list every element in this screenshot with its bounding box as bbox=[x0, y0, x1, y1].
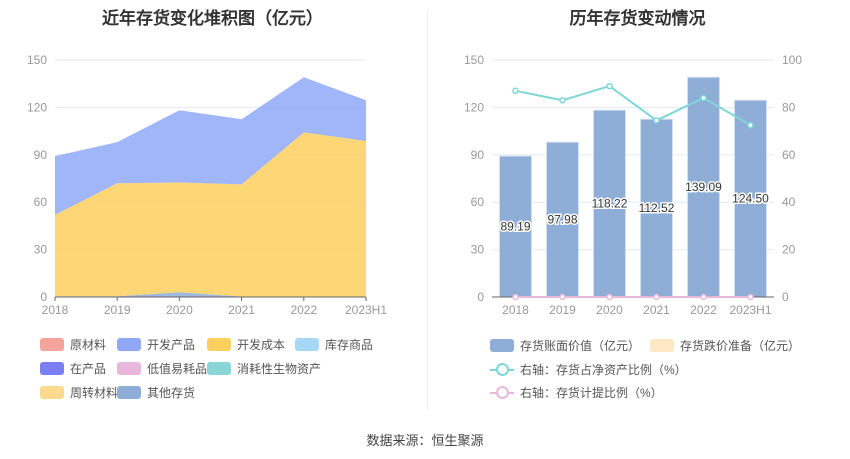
legend-item[interactable]: 库存商品 bbox=[295, 336, 373, 353]
legend-label: 低值易耗品 bbox=[147, 362, 208, 376]
legend-label: 存货跌价准备（亿元） bbox=[680, 339, 801, 353]
x-tick-label: 2021 bbox=[228, 303, 255, 317]
divider bbox=[427, 10, 428, 410]
legend-label: 消耗性生物资产 bbox=[237, 362, 322, 376]
y2-tick-label: 100 bbox=[782, 53, 802, 67]
x-tick-label: 2022 bbox=[690, 303, 717, 317]
y-tick-label: 90 bbox=[34, 148, 48, 162]
y-tick-label: 120 bbox=[27, 100, 47, 114]
line-point bbox=[653, 293, 660, 301]
right-chart-title: 历年存货变动情况 bbox=[569, 9, 706, 28]
y-tick-label: 30 bbox=[471, 243, 485, 257]
y-tick-label: 30 bbox=[34, 243, 48, 257]
y-tick-label: 90 bbox=[471, 148, 485, 162]
legend-swatch-icon bbox=[117, 338, 141, 351]
legend-item[interactable]: 存货账面价值（亿元） bbox=[490, 337, 640, 354]
y2-tick-label: 80 bbox=[782, 100, 796, 114]
bar-data-label: 112.52 bbox=[639, 201, 675, 215]
legend-item[interactable]: 开发成本 bbox=[207, 336, 285, 353]
legend-item[interactable]: 消耗性生物资产 bbox=[207, 360, 321, 377]
x-tick-label: 2023H1 bbox=[345, 303, 387, 317]
y2-tick-label: 20 bbox=[782, 243, 796, 257]
y-tick-label: 0 bbox=[477, 290, 484, 304]
area-其他存货 bbox=[55, 292, 366, 297]
legend-swatch-icon bbox=[117, 386, 141, 399]
legend-swatch-icon bbox=[207, 338, 231, 351]
legend-swatch-icon bbox=[295, 338, 319, 351]
legend-item[interactable]: 原材料 bbox=[40, 336, 106, 353]
line-point bbox=[700, 293, 707, 301]
y-tick-label: 0 bbox=[40, 290, 47, 304]
y-tick-label: 60 bbox=[471, 195, 485, 209]
legend-label: 库存商品 bbox=[325, 338, 374, 352]
x-tick-label: 2021 bbox=[643, 303, 670, 317]
area-开发产品 bbox=[55, 77, 366, 215]
line-point bbox=[512, 87, 519, 95]
line-point bbox=[747, 121, 754, 129]
y2-tick-label: 60 bbox=[782, 148, 796, 162]
x-tick-label: 2020 bbox=[166, 303, 193, 317]
legend-label: 右轴：存货占净资产比例（%） bbox=[520, 363, 687, 377]
legend-swatch-icon bbox=[40, 362, 64, 375]
y-tick-label: 60 bbox=[34, 195, 48, 209]
y-tick-label: 150 bbox=[464, 53, 484, 67]
line-point bbox=[700, 94, 707, 102]
legend-item[interactable]: 存货跌价准备（亿元） bbox=[650, 337, 800, 354]
bar bbox=[499, 155, 532, 298]
bar-data-label: 89.19 bbox=[500, 220, 530, 234]
line-point bbox=[559, 97, 566, 104]
bar-data-label: 139.09 bbox=[685, 180, 722, 194]
bar bbox=[734, 99, 767, 298]
legend-label: 其他存货 bbox=[147, 386, 196, 400]
line-右轴：存货占净资产比例（%） bbox=[515, 84, 752, 127]
legend-label: 开发成本 bbox=[237, 338, 286, 352]
legend-swatch-icon bbox=[490, 363, 514, 376]
y2-tick-label: 40 bbox=[782, 195, 796, 209]
y-tick-label: 150 bbox=[27, 53, 47, 67]
legend-label: 周转材料 bbox=[70, 386, 119, 400]
data-source: 数据来源：恒生聚源 bbox=[366, 433, 484, 448]
bar-data-label: 118.22 bbox=[592, 197, 628, 211]
legend-item[interactable]: 低值易耗品 bbox=[117, 360, 207, 377]
x-tick-label: 2018 bbox=[502, 303, 529, 317]
legend-label: 原材料 bbox=[70, 338, 107, 352]
legend-item[interactable]: 周转材料 bbox=[40, 384, 118, 401]
x-tick-label: 2019 bbox=[104, 303, 131, 317]
y-tick-label: 120 bbox=[464, 100, 484, 114]
legend-item[interactable]: 右轴：存货占净资产比例（%） bbox=[490, 361, 687, 378]
bar-data-label: 97.98 bbox=[547, 213, 577, 227]
area-开发成本 bbox=[55, 132, 366, 297]
line-point bbox=[606, 293, 613, 301]
legend-swatch-icon bbox=[650, 339, 674, 352]
line-point bbox=[606, 82, 613, 90]
legend-item[interactable]: 其他存货 bbox=[117, 384, 195, 401]
legend-item[interactable]: 右轴：存货计提比例（%） bbox=[490, 384, 663, 401]
legend-swatch-icon bbox=[40, 386, 64, 399]
y2-tick-label: 0 bbox=[782, 290, 789, 304]
line-point bbox=[512, 293, 519, 301]
bar bbox=[687, 76, 720, 298]
bar-data-label: 124.50 bbox=[732, 192, 769, 206]
x-tick-label: 2020 bbox=[596, 303, 623, 317]
x-tick-label: 2023H1 bbox=[729, 303, 771, 317]
legend-item[interactable]: 在产品 bbox=[40, 360, 106, 377]
legend-swatch-icon bbox=[490, 339, 514, 352]
legend-item[interactable]: 开发产品 bbox=[117, 336, 195, 353]
x-tick-label: 2018 bbox=[42, 303, 69, 317]
legend-swatch-icon bbox=[207, 362, 231, 375]
legend-swatch-icon bbox=[490, 386, 514, 399]
line-point bbox=[653, 117, 660, 124]
line-point bbox=[747, 293, 754, 301]
left-chart-title: 近年存货变化堆积图（亿元） bbox=[102, 9, 323, 28]
legend-label: 右轴：存货计提比例（%） bbox=[520, 386, 663, 400]
legend-swatch-icon bbox=[117, 362, 141, 375]
legend-label: 开发产品 bbox=[147, 338, 196, 352]
legend-swatch-icon bbox=[40, 338, 64, 351]
line-point bbox=[559, 293, 566, 301]
x-tick-label: 2019 bbox=[549, 303, 576, 317]
legend-label: 存货账面价值（亿元） bbox=[520, 339, 641, 353]
legend-label: 在产品 bbox=[70, 362, 107, 376]
x-tick-label: 2022 bbox=[290, 303, 317, 317]
